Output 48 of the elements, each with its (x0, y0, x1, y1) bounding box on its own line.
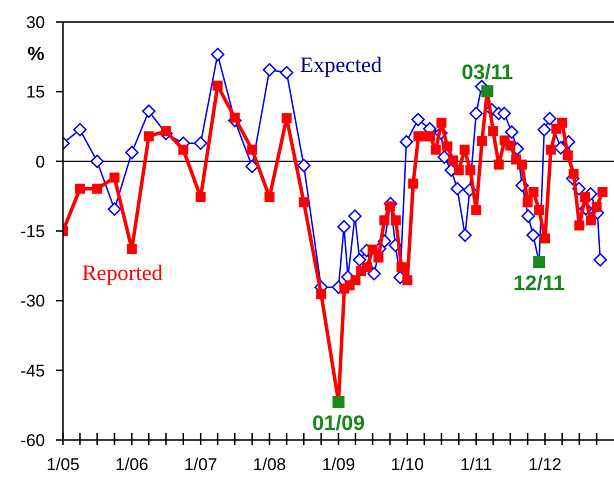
point (262, 63, 276, 77)
series-label: Reported (82, 260, 163, 285)
point (125, 146, 139, 160)
annotation: 01/09 (312, 412, 365, 435)
point (450, 182, 464, 196)
point (521, 209, 535, 223)
y-tick-label: 15 (26, 82, 45, 102)
point (194, 136, 208, 150)
point (337, 220, 351, 234)
point (411, 112, 425, 126)
y-tick-label: 30 (26, 13, 45, 32)
x-tick-label: 1/11 (460, 455, 492, 474)
point (73, 123, 87, 136)
annotation: 12/11 (513, 272, 566, 296)
point (297, 158, 311, 172)
point (505, 125, 519, 139)
point (352, 253, 366, 267)
point (280, 66, 294, 80)
point (526, 228, 540, 242)
point (108, 202, 122, 216)
point (348, 209, 362, 223)
point (400, 135, 414, 149)
point (498, 106, 512, 120)
series-label: Expected (300, 52, 382, 77)
point (469, 106, 483, 120)
y-tick-label: -45 (20, 361, 45, 380)
y-tick-label: 0 (36, 152, 45, 172)
x-tick-label: 1/08 (252, 455, 286, 474)
x-tick-label: 1/09 (322, 455, 356, 474)
point (210, 48, 224, 62)
y-tick-label: -30 (20, 292, 45, 311)
y-tick-label: -60 (20, 431, 45, 450)
annotation: 03/11 (462, 61, 514, 84)
point (90, 154, 104, 168)
point (142, 104, 156, 118)
x-tick-label: 1/10 (390, 455, 424, 474)
x-tick-label: 1/05 (46, 455, 80, 474)
x-tick-label: 1/12 (528, 455, 562, 474)
x-tick-label: 1/06 (115, 455, 148, 474)
point (367, 266, 381, 280)
y-axis-title: % (28, 44, 45, 65)
point (537, 123, 551, 136)
point (542, 112, 556, 126)
x-tick-label: 1/07 (184, 455, 218, 474)
point (593, 253, 607, 267)
point (245, 160, 259, 174)
y-tick-label: -15 (20, 222, 45, 241)
point (458, 228, 472, 242)
